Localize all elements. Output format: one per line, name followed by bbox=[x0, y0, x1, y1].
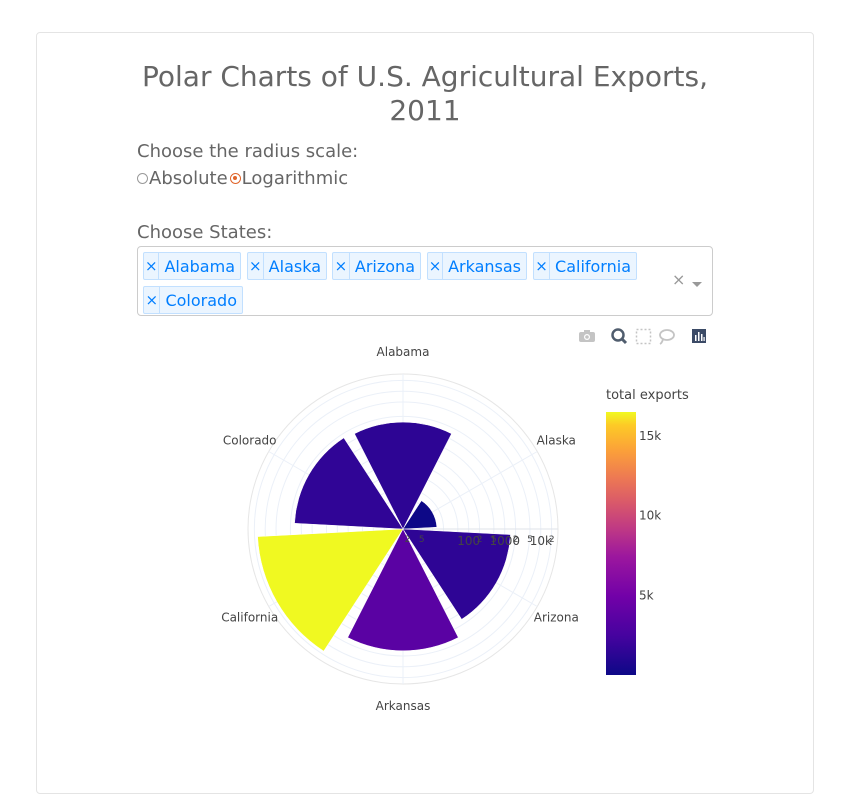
box-select-icon[interactable] bbox=[635, 328, 652, 345]
angular-label-alaska: Alaska bbox=[537, 434, 576, 448]
angular-label-arkansas: Arkansas bbox=[376, 699, 431, 713]
radial-tick-label: 10k bbox=[530, 534, 552, 548]
bar-california bbox=[257, 528, 404, 652]
title-line-1: Polar Charts of U.S. Agricultural Export… bbox=[141, 60, 708, 93]
state-tag-label: Arizona bbox=[354, 256, 415, 276]
colorbar-tick-label: 5k bbox=[639, 588, 654, 602]
bar-arkansas bbox=[347, 528, 459, 651]
bar-alabama bbox=[354, 421, 452, 530]
lasso-icon[interactable] bbox=[659, 329, 675, 345]
radio-option-absolute[interactable]: Absolute bbox=[137, 168, 228, 189]
bar-arizona bbox=[402, 528, 511, 620]
state-tag-california: × California bbox=[533, 252, 637, 280]
state-tag-label: Alaska bbox=[268, 256, 321, 276]
state-tag-label: California bbox=[555, 256, 631, 276]
remove-alabama-button[interactable]: × bbox=[144, 253, 160, 279]
radial-tick-label: 2 bbox=[405, 535, 411, 545]
radial-tick-label: 2 bbox=[549, 535, 555, 545]
colorbar-title: total exports bbox=[606, 388, 689, 403]
radio-absolute-label: Absolute bbox=[149, 168, 228, 189]
state-tag-label: Colorado bbox=[165, 290, 237, 310]
bar-colorado bbox=[294, 437, 404, 530]
bar-alaska bbox=[402, 500, 438, 530]
angular-label-colorado: Colorado bbox=[223, 434, 277, 448]
state-tag-arkansas: × Arkansas bbox=[427, 252, 527, 280]
angular-tick-labels: Alabama Alaska Arizona Arkansas California Co… bbox=[221, 345, 579, 713]
camera-icon[interactable] bbox=[579, 330, 595, 342]
state-tag-alaska: × Alaska bbox=[247, 252, 327, 280]
remove-california-button[interactable]: × bbox=[534, 253, 551, 279]
radial-tick-label: 100 bbox=[457, 534, 480, 548]
zoom-icon[interactable] bbox=[611, 328, 628, 345]
radial-tick-label: 5 bbox=[491, 535, 497, 545]
remove-arkansas-button[interactable]: × bbox=[428, 253, 444, 279]
radio-logarithmic-label: Logarithmic bbox=[241, 168, 349, 189]
state-tag-arizona: × Arizona bbox=[332, 252, 421, 280]
modebar bbox=[579, 328, 706, 345]
clear-all-icon[interactable]: × bbox=[672, 270, 686, 289]
page-title: Polar Charts of U.S. Agricultural Export… bbox=[137, 60, 713, 128]
state-tag-label: Arkansas bbox=[448, 256, 521, 276]
angular-label-california: California bbox=[221, 611, 278, 625]
radial-tick-label: 2 bbox=[477, 535, 483, 545]
radius-scale-label: Choose the radius scale: bbox=[137, 141, 359, 162]
state-tag-label: Alabama bbox=[164, 256, 235, 276]
colorbar-tick-label: 15k bbox=[639, 429, 661, 443]
app-card bbox=[36, 32, 814, 794]
angular-label-alabama: Alabama bbox=[377, 345, 430, 359]
state-tag-colorado: × Colorado bbox=[143, 286, 243, 314]
radio-option-logarithmic[interactable]: Logarithmic bbox=[229, 168, 349, 189]
colorbar bbox=[606, 412, 636, 675]
radio-absolute-indicator[interactable] bbox=[137, 173, 148, 184]
radial-tick-label: 1000 bbox=[490, 534, 521, 548]
angular-label-arizona: Arizona bbox=[534, 611, 579, 625]
radial-tick-label: 2 bbox=[513, 535, 519, 545]
colorbar-ticks: 15k 10k 5k bbox=[639, 429, 661, 603]
radial-tick-label: 5 bbox=[419, 535, 425, 545]
remove-colorado-button[interactable]: × bbox=[144, 287, 161, 313]
radial-tick-label: 5 bbox=[527, 535, 533, 545]
title-line-2: 2011 bbox=[389, 94, 461, 127]
states-label: Choose States: bbox=[137, 222, 273, 243]
radius-scale-radio-group: Absolute Logarithmic bbox=[137, 168, 348, 189]
remove-alaska-button[interactable]: × bbox=[248, 253, 264, 279]
state-tag-alabama: × Alabama bbox=[143, 252, 241, 280]
colorbar-tick-label: 10k bbox=[639, 509, 661, 523]
radio-logarithmic-indicator[interactable] bbox=[229, 173, 241, 184]
plotly-logo-icon[interactable] bbox=[692, 329, 706, 343]
dropdown-arrow-icon[interactable] bbox=[692, 282, 702, 287]
remove-arizona-button[interactable]: × bbox=[333, 253, 350, 279]
polar-bars bbox=[257, 421, 511, 652]
